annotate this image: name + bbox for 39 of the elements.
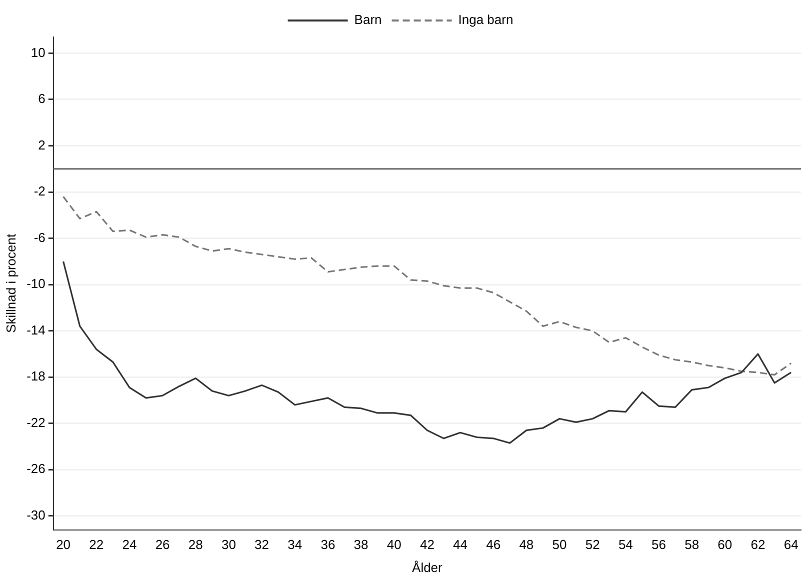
x-tick-label: 56: [652, 537, 666, 552]
x-tick-label: 32: [254, 537, 270, 552]
x-tick-label: 40: [386, 537, 402, 552]
x-axis-title: Ålder: [412, 560, 444, 575]
x-tick-label: 62: [750, 537, 766, 552]
x-tick-label: 48: [519, 537, 534, 552]
x-tick-label: 60: [718, 537, 732, 552]
y-tick-label: -22: [26, 414, 46, 430]
y-tick-label: -10: [26, 276, 46, 292]
x-tick-label: 64: [784, 537, 798, 552]
y-tick-label: -26: [26, 461, 46, 476]
x-tick-label: 24: [122, 537, 137, 552]
x-tick-label: 36: [320, 537, 336, 552]
x-tick-label: 44: [453, 537, 468, 552]
y-tick-label: -30: [26, 507, 46, 522]
x-tick-label: 58: [684, 537, 700, 552]
y-tick-label: -6: [34, 230, 46, 245]
x-tick-label: 20: [56, 537, 71, 552]
x-tick-label: 26: [155, 537, 170, 552]
x-tick-label: 22: [89, 537, 104, 552]
y-tick-label: -18: [26, 368, 46, 384]
x-tick-label: 54: [618, 537, 633, 552]
x-tick-label: 38: [354, 537, 368, 552]
line-series: [62, 196, 792, 376]
x-tick-label: 28: [188, 537, 203, 552]
y-tick-label: -2: [34, 184, 46, 199]
x-tick-label: 30: [221, 537, 236, 552]
y-axis-title: Skillnad i procent: [3, 234, 18, 333]
y-tick-label: 2: [38, 137, 46, 152]
x-tick-label: 52: [585, 537, 600, 552]
x-tick-label: 46: [486, 537, 501, 552]
legend-label: Inga barn: [458, 12, 514, 28]
x-tick-label: 34: [288, 537, 302, 552]
y-tick-label: 6: [38, 91, 46, 106]
x-tick-label: 42: [420, 537, 434, 552]
x-tick-label: 50: [552, 537, 567, 552]
y-tick-label: 10: [30, 44, 46, 60]
legend-label: Barn: [354, 12, 382, 28]
y-tick-label: -14: [26, 322, 46, 338]
